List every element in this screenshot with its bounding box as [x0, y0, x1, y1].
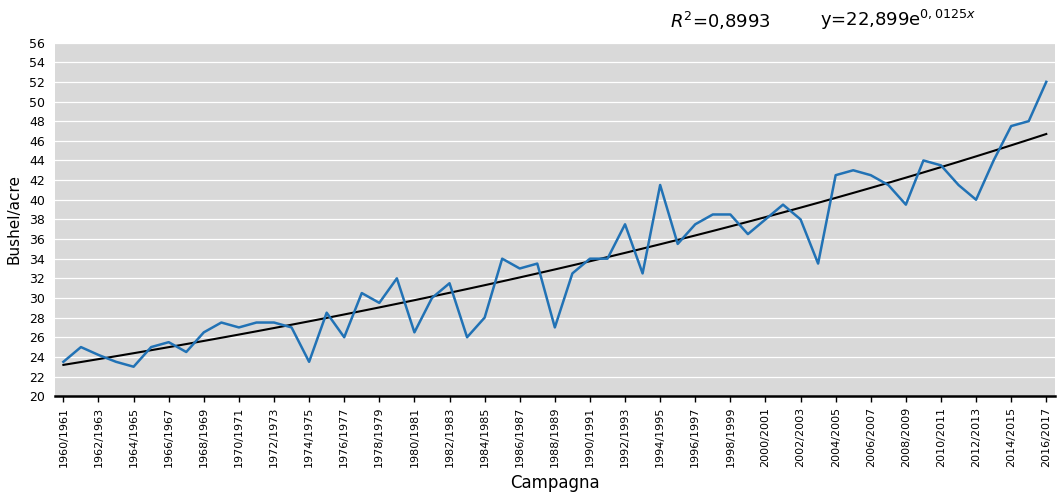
- Text: y=22,899e$^{0,0125x}$: y=22,899e$^{0,0125x}$: [820, 8, 976, 32]
- Text: $R^2$=0,8993: $R^2$=0,8993: [670, 10, 771, 32]
- Y-axis label: Bushel/acre: Bushel/acre: [7, 174, 22, 264]
- X-axis label: Campagna: Campagna: [510, 474, 600, 492]
